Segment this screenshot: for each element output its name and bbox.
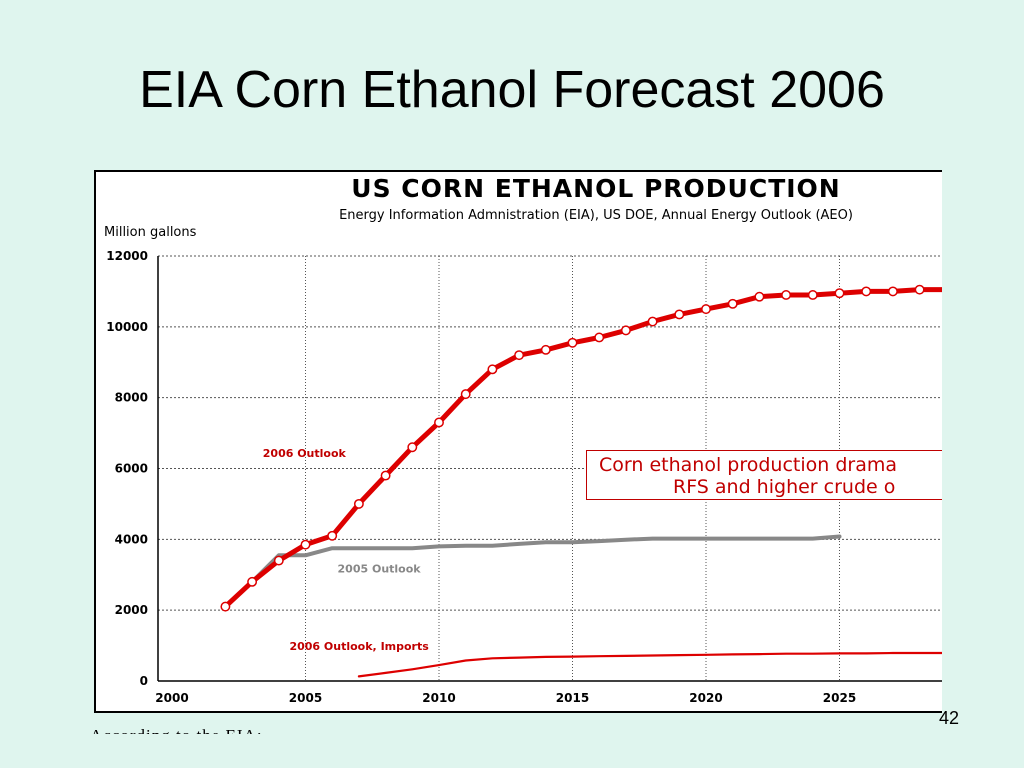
y-tick-label: 8000	[115, 391, 148, 405]
chart-subtitle: Energy Information Admnistration (EIA), …	[339, 208, 853, 223]
page-number: 42	[939, 708, 960, 728]
data-point	[914, 284, 925, 295]
slide-title: EIA Corn Ethanol Forecast 2006	[139, 61, 885, 119]
data-point	[647, 316, 658, 327]
y-axis-label: Million gallons	[104, 225, 197, 240]
footer-text-clip: According to the EIA:	[90, 722, 340, 734]
data-point	[380, 470, 391, 481]
data-point	[781, 290, 792, 300]
chart-title: US CORN ETHANOL PRODUCTION	[351, 174, 841, 203]
data-point	[247, 576, 258, 587]
x-tick-label: 2000	[155, 691, 188, 705]
x-tick-label: 2005	[289, 691, 322, 705]
data-point	[567, 337, 578, 348]
series-label-2: 2006 Outlook, Imports	[289, 640, 429, 653]
data-point	[887, 286, 898, 297]
series-label-0: 2006 Outlook	[263, 447, 347, 460]
y-tick-label: 10000	[106, 320, 148, 334]
data-point	[514, 350, 525, 361]
data-point	[594, 332, 605, 343]
data-point	[273, 555, 284, 566]
annotation-line-2: RFS and higher crude o	[673, 476, 896, 498]
data-point	[861, 286, 872, 297]
y-tick-label: 2000	[115, 603, 148, 617]
series-label-1: 2005 Outlook	[338, 562, 422, 575]
series-line-1	[223, 534, 842, 609]
series-line-2	[357, 651, 942, 678]
x-tick-label: 2015	[556, 691, 589, 705]
data-point	[487, 364, 498, 375]
chart-plot: 0 2000 4000 6000 8000 10000 12000 2000 2005 2010 2…	[106, 249, 942, 705]
data-point	[674, 309, 685, 320]
data-point	[754, 291, 765, 302]
y-tick-label: 6000	[115, 462, 148, 476]
chart-frame: 0 2000 4000 6000 8000 10000 12000 2000 2005 2010 2…	[94, 170, 942, 713]
annotation-box: Corn ethanol production drama RFS and hi…	[586, 450, 942, 500]
series-line-0	[222, 287, 942, 610]
data-point	[701, 304, 711, 315]
data-point	[434, 417, 444, 428]
data-point	[327, 530, 338, 541]
data-point	[407, 442, 418, 453]
y-tick-label: 0	[140, 674, 148, 688]
data-point	[300, 539, 311, 550]
data-point	[807, 290, 818, 300]
data-point	[540, 344, 551, 355]
data-point	[727, 298, 738, 309]
y-tick-label: 4000	[115, 532, 148, 546]
data-point	[620, 325, 631, 336]
annotation-line-1: Corn ethanol production drama	[599, 454, 897, 476]
x-tick-label: 2020	[689, 691, 722, 705]
data-point	[220, 601, 231, 612]
x-tick-label: 2010	[422, 691, 455, 705]
data-point	[353, 498, 364, 509]
data-point	[834, 288, 845, 299]
data-point	[460, 389, 471, 400]
y-tick-label: 12000	[106, 249, 148, 263]
x-tick-label: 2025	[823, 691, 856, 705]
footer-text: According to the EIA:	[90, 726, 340, 734]
